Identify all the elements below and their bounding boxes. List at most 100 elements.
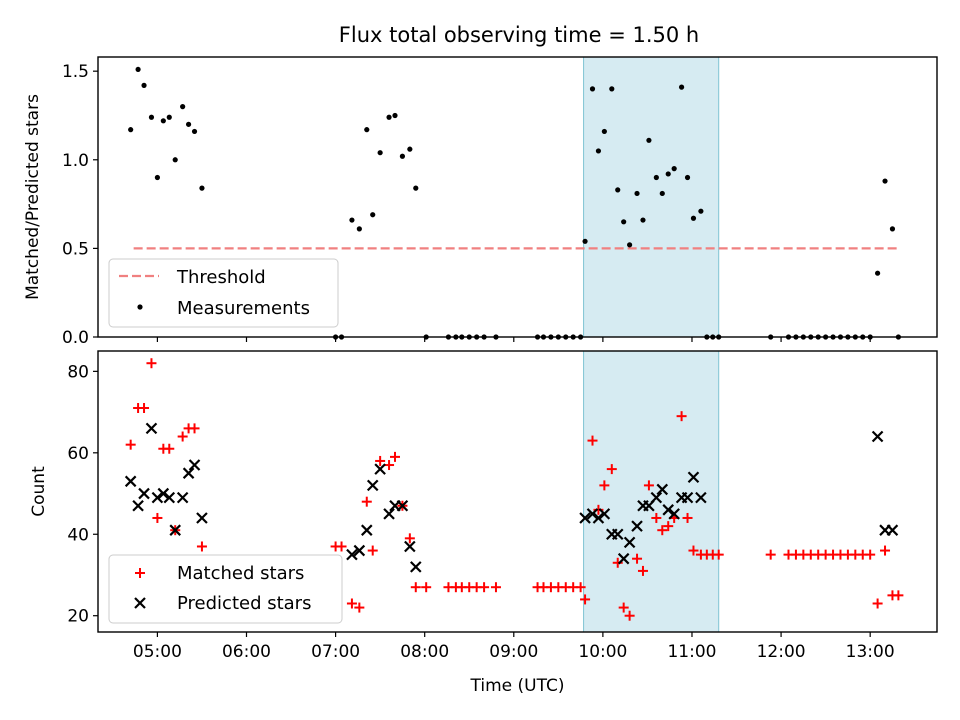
matched-star-point <box>606 464 617 475</box>
predicted-star-point <box>695 491 707 504</box>
measurement-point <box>191 128 198 135</box>
legend-box <box>108 258 339 328</box>
predicted-star-point <box>598 508 611 520</box>
measurement-point <box>377 150 383 156</box>
predicted-star-point <box>360 524 373 536</box>
matched-star-point <box>618 602 629 613</box>
predicted-star-point <box>668 508 680 520</box>
measurement-point <box>601 128 607 135</box>
x-tick-label: 09:00 <box>489 642 538 662</box>
matched-star-point <box>651 512 662 523</box>
matched-star-point <box>125 439 136 450</box>
predicted-star-point <box>623 536 636 549</box>
matched-star-point <box>676 411 687 422</box>
measurement-point <box>659 190 665 197</box>
y-axis-label-bottom: Count <box>29 466 49 517</box>
legend-measurement-label: Measurements <box>177 298 310 319</box>
matched-star-point <box>421 582 432 593</box>
y-tick-label: 0.5 <box>62 239 89 259</box>
predicted-star-point <box>132 499 144 512</box>
matched-star-point <box>580 594 591 605</box>
predicted-star-point <box>592 512 605 524</box>
measurement-point <box>392 112 398 119</box>
matched-star-point <box>599 480 610 491</box>
matched-star-point <box>367 545 378 556</box>
predicted-star-point <box>366 479 379 492</box>
measurement-point <box>141 82 147 88</box>
measurement-point <box>609 86 615 92</box>
matched-star-point <box>346 598 357 609</box>
matched-star-point <box>146 358 157 369</box>
measurement-point <box>135 66 141 73</box>
x-tick-label: 11:00 <box>667 642 716 662</box>
matched-star-point <box>189 423 200 434</box>
matched-star-point <box>587 435 598 446</box>
measurement-point <box>413 185 419 191</box>
matched-star-point <box>893 590 904 601</box>
measurement-point <box>621 219 627 225</box>
matched-star-point <box>663 521 674 532</box>
predicted-star-point <box>650 491 663 504</box>
y-tick-label: 1.0 <box>62 151 89 171</box>
predicted-star-point <box>182 467 195 479</box>
top-panel: 0.0 0.5 1.0 1.5 Matched/Predicted stars Thr… <box>23 56 938 348</box>
matched-star-point <box>713 549 724 560</box>
matched-star-point <box>164 443 175 454</box>
legend-threshold-label: Threshold <box>176 267 266 288</box>
predicted-star-point <box>579 512 591 524</box>
predicted-star-point <box>163 491 176 504</box>
x-tick-label: 10:00 <box>578 642 627 662</box>
predicted-star-point <box>169 524 181 536</box>
matched-star-point <box>872 598 883 609</box>
matched-star-point <box>177 431 188 442</box>
measurement-point <box>678 84 685 90</box>
measurement-point <box>364 127 370 133</box>
measurement-point <box>185 121 192 127</box>
matched-star-point <box>865 549 876 560</box>
predicted-star-point <box>687 471 700 484</box>
predicted-star-point <box>410 561 422 573</box>
measurement-point <box>627 242 633 248</box>
predicted-star-point <box>196 512 208 524</box>
measurement-point <box>199 185 205 191</box>
matched-star-point <box>479 582 490 593</box>
measurement-point <box>172 157 178 163</box>
legend-matched-swatch <box>135 568 145 578</box>
highlight-span-top <box>583 56 720 338</box>
measurement-point <box>665 171 671 177</box>
measurement-point <box>684 174 691 181</box>
measurement-point <box>671 166 677 172</box>
predicted-star-point <box>611 528 624 541</box>
measurement-point <box>370 212 376 218</box>
predicted-star-point <box>157 487 170 500</box>
matched-star-point <box>637 565 648 576</box>
y-tick-label: 20 <box>67 607 89 627</box>
predicted-star-point <box>346 548 358 561</box>
x-tick-label: 13:00 <box>846 642 895 662</box>
matched-star-point <box>354 602 365 613</box>
matched-star-point <box>624 610 635 621</box>
predicted-star-point <box>681 491 694 504</box>
measurement-point <box>386 114 392 120</box>
predicted-star-point <box>383 508 395 520</box>
measurement-point <box>634 190 640 197</box>
measurement-point <box>646 137 652 143</box>
y-tick-label: 60 <box>67 444 89 464</box>
matched-star-point <box>765 549 776 560</box>
x-tick-label: 08:00 <box>400 642 449 662</box>
predicted-star-point <box>886 524 899 536</box>
legend-measurement-swatch <box>137 304 143 310</box>
predicted-star-point <box>586 508 599 520</box>
matched-star-point <box>490 582 501 593</box>
measurement-point <box>653 174 659 181</box>
measurement-point <box>399 153 406 159</box>
predicted-star-point <box>396 499 409 512</box>
predicted-star-point <box>151 491 164 504</box>
x-tick-label: 07:00 <box>311 642 360 662</box>
matched-star-point <box>575 582 586 593</box>
measurement-point <box>889 226 896 232</box>
matched-star-point <box>410 582 421 593</box>
predicted-star-point <box>145 422 158 435</box>
measurement-point <box>407 146 413 152</box>
measurement-point <box>615 187 621 193</box>
